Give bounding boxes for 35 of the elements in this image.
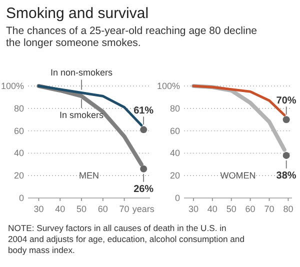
x-tick-label: 70 <box>264 204 274 214</box>
y-tick-label: 80 <box>170 103 180 114</box>
annotation: MEN <box>79 170 99 181</box>
annotation: WOMEN <box>220 170 256 181</box>
x-tick-label: 60 <box>245 204 256 214</box>
y-tick-label: 100% <box>0 81 24 91</box>
data-label: 38% <box>276 170 296 182</box>
y-tick-label: 0 <box>18 193 24 203</box>
y-tick-label: 60 <box>170 126 180 136</box>
y-tick-label: 60 <box>14 126 24 136</box>
series-label: In non-smokers <box>50 68 114 78</box>
y-tick-label: 0 <box>174 193 180 203</box>
chart-subtitle: The chances of a 25-year-old reaching age 80 decline the longer someone smokes. <box>6 25 258 49</box>
y-tick-label: 20 <box>14 170 24 181</box>
text: NOTE: Survey factors in all causes of death in the U.S. in 2004 and adjusts for age, education, alcohol consumption and body mass index. <box>8 223 245 255</box>
x-tick-label: 70 <box>119 204 130 214</box>
x-axis-title: years <box>132 204 155 214</box>
chart-title: Smoking and survival <box>6 5 149 22</box>
x-tick-label: 60 <box>98 204 108 214</box>
y-tick-label: 40 <box>14 148 24 158</box>
x-tick-label: 30 <box>188 204 198 214</box>
x-tick-label: 80 <box>283 204 294 214</box>
data-label: 61% <box>134 106 154 117</box>
x-tick-label: 40 <box>55 204 66 214</box>
series-label: In smokers <box>60 110 104 120</box>
y-tick-label: 20 <box>170 170 180 181</box>
y-tick-label: 80 <box>14 103 24 114</box>
y-tick-label: 40 <box>170 148 180 158</box>
data-label: 26% <box>134 184 154 195</box>
data-label: 70% <box>276 96 296 107</box>
y-tick-label: 100% <box>156 81 180 91</box>
x-tick-label: 40 <box>207 204 218 214</box>
x-tick-label: 50 <box>226 204 236 214</box>
x-tick-label: 30 <box>34 204 44 214</box>
x-tick-label: 50 <box>76 204 87 214</box>
